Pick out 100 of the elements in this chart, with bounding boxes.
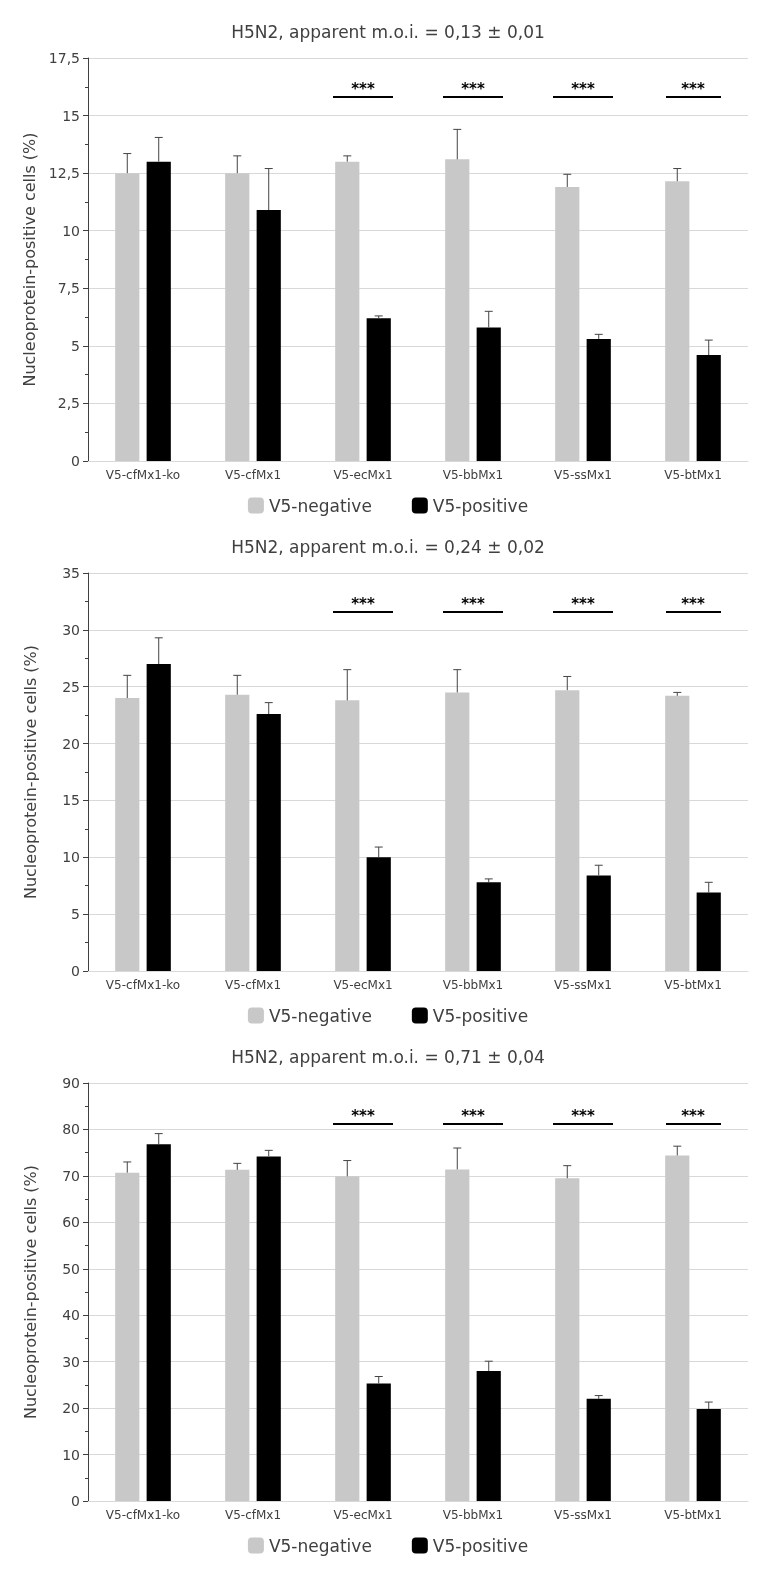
bar [696,355,721,461]
chart-title: H5N2, apparent m.o.i. = 0,71 ± 0,04 [231,1046,545,1067]
chart-title: H5N2, apparent m.o.i. = 0,13 ± 0,01 [231,21,545,42]
bar [586,1398,611,1501]
significance-bracket: *** [552,1104,614,1125]
bar [665,1155,690,1501]
chart-title: H5N2, apparent m.o.i. = 0,24 ± 0,02 [231,536,545,557]
bar [445,692,470,971]
x-tick-label: V5-cfMx1 [224,978,282,992]
significance-bracket: *** [665,592,721,613]
y-tick-label: 60 [62,1214,80,1231]
x-tick-label: V5-bbMx1 [442,468,504,482]
x-tick-label: V5-cfMx1 [224,1508,282,1522]
y-tick-label: 10 [62,1446,80,1463]
x-tick-label: V5-btMx1 [664,978,722,992]
bar [366,1383,391,1501]
x-tick-label: V5-cfMx1-ko [105,1508,181,1522]
bar [225,694,250,971]
x-tick-label: V5-btMx1 [664,468,722,482]
bar [586,875,611,971]
x-tick-label: V5-bbMx1 [442,1508,504,1522]
y-tick-label: 10 [62,849,80,866]
bar [256,209,281,461]
significance-bracket: *** [332,78,394,99]
bar [476,1370,501,1501]
y-tick-label: 30 [62,1353,80,1370]
y-tick-label: 5 [71,337,80,354]
bar [586,338,611,461]
bar [665,181,690,461]
legend-label: V5-negative [268,1005,372,1026]
bar [476,882,501,971]
legend-label: V5-positive [432,1535,529,1556]
y-tick-label: 20 [62,1400,80,1417]
x-tick-label: V5-ecMx1 [333,468,393,482]
x-tick-label: V5-btMx1 [664,1508,722,1522]
y-tick-label: 0 [71,963,80,979]
bar [335,1176,360,1501]
bar [225,1169,250,1501]
bar [445,1169,470,1501]
bar [555,186,580,461]
bar [665,695,690,971]
legend-label: V5-negative [268,495,372,516]
bar [115,173,140,461]
y-tick-label: 20 [62,735,80,752]
y-tick-label: 30 [62,621,80,638]
x-tick-label: V5-ssMx1 [554,978,612,992]
y-axis-title: Nucleoprotein-positive cells (%) [20,132,40,387]
bar [256,714,281,971]
bar [115,1172,140,1501]
y-tick-label: 90 [62,1075,80,1091]
y-tick-label: 70 [62,1167,80,1184]
bar [146,663,171,971]
bar [146,1144,171,1501]
bar [555,690,580,971]
legend-label: V5-positive [432,495,529,516]
significance-bracket: *** [552,592,614,613]
significance-bracket: *** [442,78,504,99]
significance-bracket: *** [552,78,614,99]
bar [256,1156,281,1501]
y-tick-label: 10 [62,222,80,239]
y-tick-label: 17,5 [48,50,80,66]
significance-bracket: *** [665,1104,721,1125]
y-tick-label: 25 [62,678,80,695]
bar [146,161,171,461]
y-axis-title: Nucleoprotein-positive cells (%) [20,1164,40,1420]
bar [555,1178,580,1501]
x-tick-label: V5-cfMx1 [224,468,282,482]
y-tick-label: 35 [62,565,80,581]
x-tick-label: V5-ecMx1 [333,1508,393,1522]
y-tick-label: 0 [71,1493,80,1509]
x-tick-label: V5-ssMx1 [554,468,612,482]
y-tick-label: 12,5 [48,165,80,182]
y-tick-label: 50 [62,1260,80,1277]
y-axis-title: Nucleoprotein-positive cells (%) [20,644,40,900]
x-tick-label: V5-ssMx1 [554,1508,612,1522]
bar [115,698,140,971]
significance-bracket: *** [332,1104,394,1125]
y-tick-label: 40 [62,1307,80,1324]
x-tick-label: V5-bbMx1 [442,978,504,992]
y-tick-label: 80 [62,1121,80,1138]
bar [366,318,391,461]
significance-bracket: *** [332,592,394,613]
legend-label: V5-negative [268,1535,372,1556]
significance-bracket: *** [442,592,504,613]
bar [696,892,721,971]
bar [335,161,360,461]
bar [696,1409,721,1501]
bar [445,159,470,461]
bar [366,857,391,971]
x-tick-label: V5-cfMx1-ko [105,468,181,482]
bar [476,327,501,461]
bar [335,700,360,971]
significance-bracket: *** [442,1104,504,1125]
y-tick-label: 15 [62,107,80,124]
bar [225,173,250,461]
y-tick-label: 0 [71,453,80,469]
y-tick-label: 7,5 [57,280,80,297]
y-tick-label: 15 [62,792,80,809]
y-tick-label: 2,5 [57,395,80,412]
y-tick-label: 5 [71,906,80,923]
